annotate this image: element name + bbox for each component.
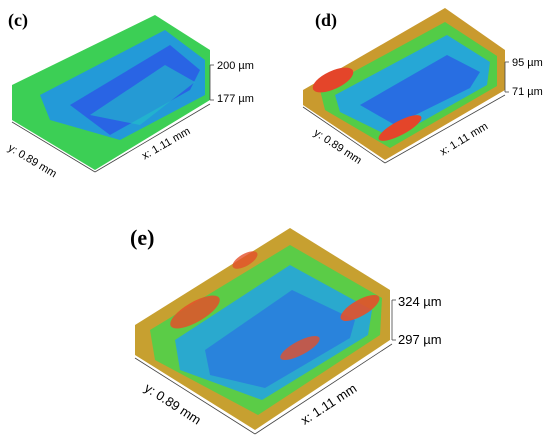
axis-d-x xyxy=(384,94,506,164)
surface-e-peak-1 xyxy=(170,295,220,329)
panel-label-c: (c) xyxy=(8,10,28,30)
surface-e-peak-3 xyxy=(280,335,320,361)
surface-plot-d xyxy=(302,8,509,164)
panel-label-d: (d) xyxy=(315,10,337,30)
z-top-label-c: 200 µm xyxy=(217,60,254,72)
z-top-label-e: 324 µm xyxy=(398,294,442,309)
surface-c-teal xyxy=(90,65,195,125)
panel-d: (d) 95 µm 71 µm y: 0.89 mm x: 1.11 mm xyxy=(275,0,550,190)
panel-label-e: (e) xyxy=(130,225,155,250)
axis-c-x xyxy=(94,103,211,173)
surface-d-peak-bottom xyxy=(378,115,422,141)
axis-e-y xyxy=(134,357,256,435)
z-top-label-d: 95 µm xyxy=(512,57,543,69)
surface-e-deep xyxy=(205,290,355,388)
axis-e-x xyxy=(254,343,393,435)
surface-plot-e xyxy=(134,228,396,435)
surface-d-peak-left xyxy=(312,67,354,93)
panel-c: (c) 200 µm 177 µm y: 0.89 mm x: 1.11 mm xyxy=(0,0,275,190)
surface-plot-c xyxy=(11,15,214,173)
surface-d-deep xyxy=(360,55,480,125)
surface-e-peak-2 xyxy=(340,295,380,321)
z-bottom-label-d: 71 µm xyxy=(512,86,543,98)
panel-e: (e) 324 µm 297 µm y: 0.89 mm x: 1.11 mm xyxy=(0,190,550,448)
z-bottom-label-e: 297 µm xyxy=(398,332,442,347)
axis-d-y xyxy=(302,106,386,164)
axis-c-y xyxy=(11,121,96,173)
z-bottom-label-c: 177 µm xyxy=(217,93,254,105)
surface-e-peak-4 xyxy=(232,251,258,269)
